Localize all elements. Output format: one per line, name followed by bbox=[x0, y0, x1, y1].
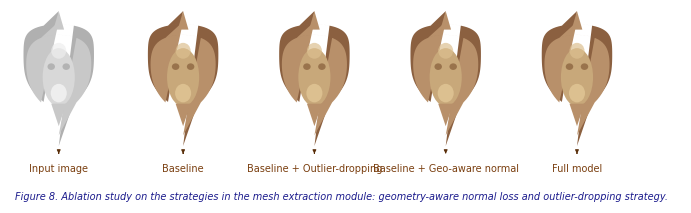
Ellipse shape bbox=[307, 43, 322, 59]
Ellipse shape bbox=[175, 84, 191, 102]
Ellipse shape bbox=[303, 63, 311, 70]
Ellipse shape bbox=[561, 48, 593, 106]
Ellipse shape bbox=[187, 63, 194, 70]
Polygon shape bbox=[178, 11, 189, 30]
Ellipse shape bbox=[430, 48, 462, 106]
Ellipse shape bbox=[569, 43, 585, 59]
Polygon shape bbox=[440, 11, 451, 30]
Text: Baseline + Outlier-dropping: Baseline + Outlier-dropping bbox=[247, 164, 382, 174]
Polygon shape bbox=[309, 11, 320, 30]
Ellipse shape bbox=[48, 63, 55, 70]
Polygon shape bbox=[569, 104, 585, 126]
Ellipse shape bbox=[449, 63, 457, 70]
Polygon shape bbox=[410, 11, 481, 146]
Polygon shape bbox=[542, 11, 612, 146]
Polygon shape bbox=[148, 11, 218, 146]
Ellipse shape bbox=[176, 43, 191, 59]
Ellipse shape bbox=[51, 43, 66, 59]
Ellipse shape bbox=[438, 43, 453, 59]
Ellipse shape bbox=[167, 48, 199, 106]
Polygon shape bbox=[413, 22, 478, 135]
Text: Figure 8. Ablation study on the strategies in the mesh extraction module: geomet: Figure 8. Ablation study on the strategi… bbox=[15, 192, 668, 202]
Ellipse shape bbox=[172, 63, 180, 70]
Polygon shape bbox=[151, 22, 216, 135]
Text: Full model: Full model bbox=[552, 164, 602, 174]
Text: Baseline: Baseline bbox=[162, 164, 204, 174]
Polygon shape bbox=[26, 22, 91, 135]
Ellipse shape bbox=[435, 63, 442, 70]
Ellipse shape bbox=[306, 84, 323, 102]
Polygon shape bbox=[53, 11, 64, 30]
Ellipse shape bbox=[580, 63, 588, 70]
Ellipse shape bbox=[43, 48, 75, 106]
Text: Input image: Input image bbox=[29, 164, 88, 174]
Text: Baseline + Geo-aware normal: Baseline + Geo-aware normal bbox=[372, 164, 519, 174]
Polygon shape bbox=[571, 11, 583, 30]
Polygon shape bbox=[438, 104, 453, 126]
Ellipse shape bbox=[437, 84, 454, 102]
Polygon shape bbox=[545, 22, 609, 135]
Ellipse shape bbox=[62, 63, 70, 70]
Ellipse shape bbox=[569, 84, 585, 102]
Ellipse shape bbox=[318, 63, 325, 70]
Polygon shape bbox=[51, 104, 66, 126]
Ellipse shape bbox=[566, 63, 574, 70]
Polygon shape bbox=[307, 104, 322, 126]
Ellipse shape bbox=[299, 48, 330, 106]
Ellipse shape bbox=[50, 84, 67, 102]
Polygon shape bbox=[279, 11, 350, 146]
Polygon shape bbox=[23, 11, 94, 146]
Polygon shape bbox=[176, 104, 191, 126]
Polygon shape bbox=[282, 22, 347, 135]
